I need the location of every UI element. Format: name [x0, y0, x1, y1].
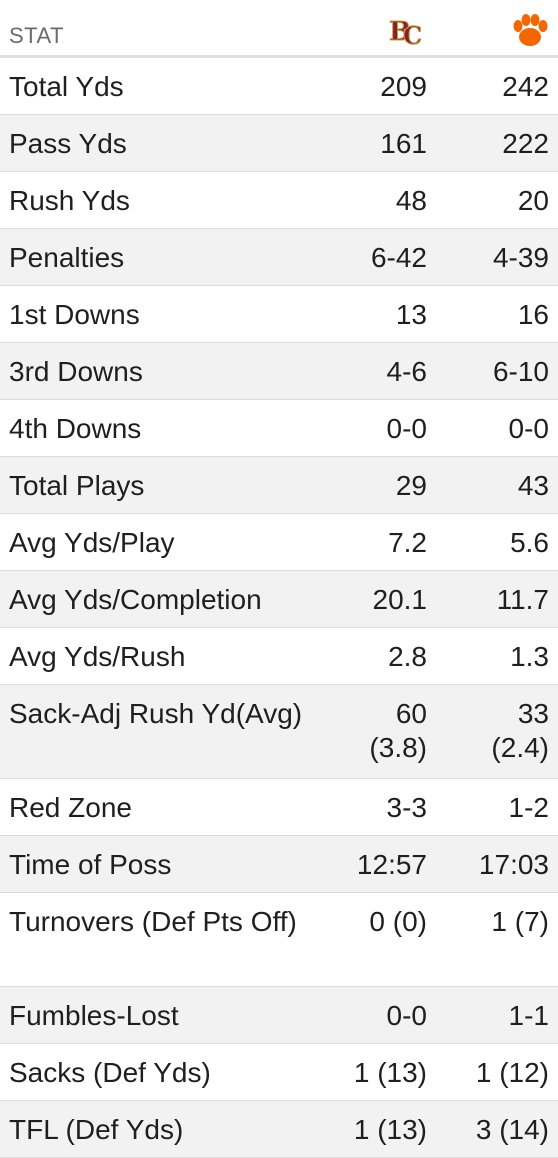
- team-b-value: 20: [517, 185, 549, 216]
- team-a-value: 20.1: [372, 584, 428, 615]
- stat-name: Time of Poss: [9, 849, 172, 880]
- table-row: Turnovers (Def Pts Off) 0 (0) 1 (7): [0, 893, 558, 987]
- team-b-value: 17:03: [478, 849, 549, 880]
- team-b-value: 1-2: [508, 792, 549, 823]
- boston-college-logo-icon: B C: [389, 17, 423, 49]
- table-row: Avg Yds/Completion 20.1 11.7: [0, 571, 558, 628]
- table-row: TFL (Def Yds) 1 (13) 3 (14): [0, 1101, 558, 1158]
- team-a-value: 6-42: [370, 242, 427, 273]
- team-a-value: 2.8: [388, 641, 427, 672]
- team-a-value: 13: [395, 299, 427, 330]
- stat-name: Red Zone: [9, 792, 132, 823]
- table-row: 4th Downs 0-0 0-0: [0, 400, 558, 457]
- team-b-value: 1.3: [510, 641, 549, 672]
- team-a-value: 0-0: [386, 1000, 427, 1031]
- table-row: Avg Yds/Play 7.2 5.6: [0, 514, 558, 571]
- svg-text:C: C: [403, 21, 422, 48]
- stat-name: Total Plays: [9, 470, 145, 501]
- team-a-value: 3-3: [386, 792, 427, 823]
- table-row: Total Yds 209 242: [0, 58, 558, 115]
- team-b-value: 43: [517, 470, 549, 501]
- table-row: Time of Poss 12:57 17:03: [0, 836, 558, 893]
- team-b-value: 0-0: [508, 413, 549, 444]
- table-row: Total Plays 29 43: [0, 457, 558, 514]
- stat-name: Total Yds: [9, 71, 124, 102]
- stat-name: 4th Downs: [9, 413, 142, 444]
- team-b-value: 4-39: [492, 242, 549, 273]
- stat-column-label: STAT: [9, 23, 64, 48]
- table-row: Fumbles-Lost 0-0 1-1: [0, 987, 558, 1044]
- team-b-value: 1 (12): [475, 1057, 549, 1088]
- table-row: Rush Yds 48 20: [0, 172, 558, 229]
- stats-header: STAT B C: [0, 0, 558, 58]
- stat-name: Penalties: [9, 242, 125, 273]
- table-row: 3rd Downs 4-6 6-10: [0, 343, 558, 400]
- table-row: Avg Yds/Rush 2.8 1.3: [0, 628, 558, 685]
- table-row: Pass Yds 161 222: [0, 115, 558, 172]
- svg-text:B: B: [389, 17, 411, 47]
- table-row: Penalties 6-42 4-39: [0, 229, 558, 286]
- stat-name: Sack-Adj Rush Yd(Avg): [9, 698, 303, 729]
- team-b-value: 33 (2.4): [491, 698, 549, 763]
- team-a-value: 12:57: [356, 849, 427, 880]
- team-b-value: 1 (7): [491, 906, 549, 937]
- team-a-value: 161: [380, 128, 427, 159]
- team-b-value: 5.6: [510, 527, 549, 558]
- table-row: Sacks (Def Yds) 1 (13) 1 (12): [0, 1044, 558, 1101]
- stat-name: 3rd Downs: [9, 356, 143, 387]
- team-a-value: 209: [380, 71, 427, 102]
- stat-name: 1st Downs: [9, 299, 140, 330]
- team-a-value: 1 (13): [353, 1057, 427, 1088]
- team-b-value: 242: [502, 71, 549, 102]
- team-a-value: 0-0: [386, 413, 427, 444]
- team-a-value: 4-6: [386, 356, 427, 387]
- team-b-value: 1-1: [508, 1000, 549, 1031]
- team-a-value: 0 (0): [369, 906, 427, 937]
- stat-name: Fumbles-Lost: [9, 1000, 179, 1031]
- table-row: Sack-Adj Rush Yd(Avg) 60 (3.8) 33 (2.4): [0, 685, 558, 779]
- table-row: Red Zone 3-3 1-2: [0, 779, 558, 836]
- stat-name: Sacks (Def Yds): [9, 1057, 211, 1088]
- stat-name: Avg Yds/Completion: [9, 584, 262, 615]
- table-row: 1st Downs 13 16: [0, 286, 558, 343]
- team-b-value: 16: [517, 299, 549, 330]
- team-a-value: 29: [395, 470, 427, 501]
- team-b-value: 6-10: [492, 356, 549, 387]
- team-a-value: 60 (3.8): [369, 698, 427, 763]
- team-a-value: 7.2: [388, 527, 427, 558]
- stat-name: Avg Yds/Play: [9, 527, 175, 558]
- stat-name: Rush Yds: [9, 185, 130, 216]
- stat-name: TFL (Def Yds): [9, 1114, 184, 1145]
- team-b-value: 11.7: [496, 584, 549, 615]
- stat-name: Avg Yds/Rush: [9, 641, 186, 672]
- stats-table: Total Yds 209 242 Pass Yds 161 222 Rush Yds 48 2…: [0, 58, 558, 1158]
- team-a-value: 1 (13): [353, 1114, 427, 1145]
- team-b-value: 222: [502, 128, 549, 159]
- stat-name: Turnovers (Def Pts Off): [9, 906, 297, 937]
- clemson-paw-logo-icon: [513, 14, 548, 46]
- stat-name: Pass Yds: [9, 128, 127, 159]
- team-a-value: 48: [395, 185, 427, 216]
- team-b-value: 3 (14): [475, 1114, 549, 1145]
